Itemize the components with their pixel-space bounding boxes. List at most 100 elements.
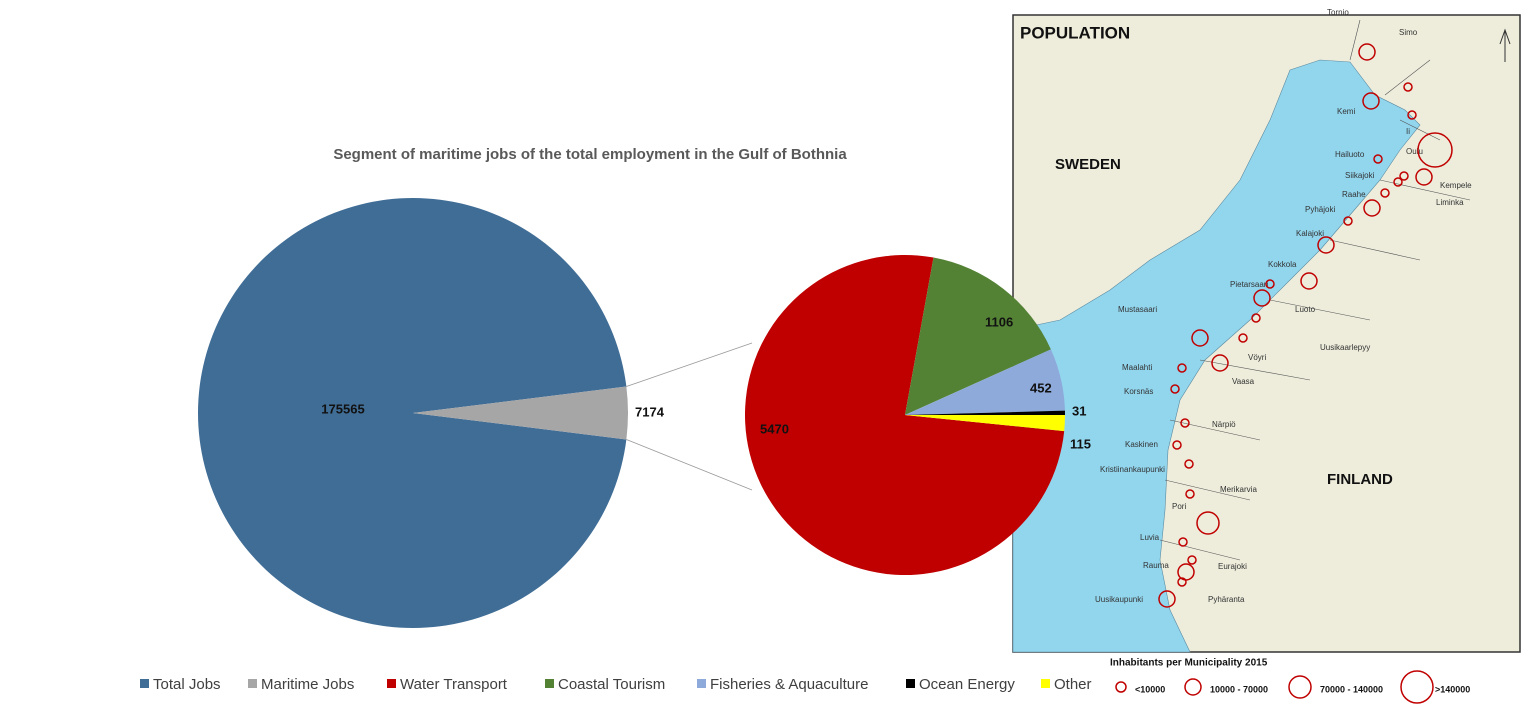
map-legend-label: 70000 - 140000 [1320,684,1383,694]
legend-label: Total Jobs [153,676,221,693]
place-label: Korsnäs [1124,387,1153,396]
map-legend-label: <10000 [1135,684,1165,694]
place-label: Kemi [1337,107,1355,116]
place-label: Pori [1172,502,1186,511]
place-label: Merikarvia [1220,485,1257,494]
place-label: Oulu [1406,147,1423,156]
place-label: Liminka [1436,198,1464,207]
population-circle [1415,168,1433,186]
data-label: 31 [1072,403,1086,418]
data-label: 115 [1070,436,1091,451]
population-circle [1177,577,1187,587]
population-circle [1403,82,1413,92]
place-label: Närpiö [1212,420,1236,429]
population-circle [1300,272,1318,290]
pie-slice [744,254,1065,575]
population-circle [1187,555,1197,565]
population-circle [1158,590,1176,608]
place-label: Kaskinen [1125,440,1158,449]
population-circle [1185,489,1195,499]
data-label: 5470 [760,421,789,436]
legend-circle [1288,675,1312,699]
map: POPULATION SWEDEN FINLAND Inhabitants pe… [1012,8,1521,704]
place-label: Tornio [1327,8,1349,17]
population-circle [1172,440,1182,450]
population-circle [1417,132,1453,168]
population-circle [1191,329,1209,347]
population-circle [1407,110,1417,120]
place-label: Luvia [1140,533,1160,542]
borders [1159,19,1471,561]
legend-label: Maritime Jobs [261,676,354,693]
legend-label: Ocean Energy [919,676,1015,693]
population-circle [1358,43,1376,61]
connector [626,342,753,387]
population-circle [1178,537,1188,547]
pie-slice [413,386,628,440]
place-label: Rauma [1143,561,1169,570]
legend-circle [1184,678,1202,696]
population-circle [1251,313,1261,323]
population-circle [1238,333,1248,343]
place-label: Kalajoki [1296,229,1324,238]
pie-slice [905,410,1065,415]
data-label: 452 [1030,380,1052,395]
sea [1012,59,1421,653]
place-label: Pyhäjoki [1305,205,1335,214]
population-circle [1177,363,1187,373]
population-circle [1265,279,1275,289]
legend-swatch [697,679,706,688]
population-circle [1399,171,1409,181]
map-title: POPULATION [1020,23,1130,42]
legend-swatch [545,679,554,688]
place-label: Luoto [1295,305,1316,314]
legend-swatch [387,679,396,688]
chart-title: Segment of maritime jobs of the total em… [333,146,847,163]
legend-label: Coastal Tourism [558,676,665,693]
population-circle [1380,188,1390,198]
pie-slice [198,197,627,628]
legend-label: Water Transport [400,676,508,693]
place-label: Raahe [1342,190,1366,199]
legend-circle [1400,670,1434,704]
place-label: Vöyri [1248,353,1266,362]
map-legend-label: >140000 [1435,684,1470,694]
population-circle [1196,511,1220,535]
legend-label: Other [1054,676,1092,693]
place-label: Simo [1399,28,1418,37]
legend-swatch [248,679,257,688]
population-circle [1180,418,1190,428]
place-label: Kristiinankaupunki [1100,465,1165,474]
population-circle [1317,236,1335,254]
population-circle [1393,177,1403,187]
population-circle [1373,154,1383,164]
place-label: Siikajoki [1345,171,1375,180]
map-legend-label: 10000 - 70000 [1210,684,1268,694]
place-label: Mustasaari [1118,305,1157,314]
legend-label: Fisheries & Aquaculture [710,676,868,693]
population-circle [1184,459,1194,469]
place-label: Ii [1406,127,1410,136]
place-label: Uusikaupunki [1095,595,1143,604]
pie-slice [905,415,1065,432]
data-label: 175565 [321,401,364,416]
legend-swatch [906,679,915,688]
legend-circle [1115,681,1127,693]
country-label: FINLAND [1327,471,1393,488]
place-label: Uusikaarlepyy [1320,343,1370,352]
pie-slice [905,257,1051,415]
population-circle [1343,216,1353,226]
country-label: SWEDEN [1055,156,1121,173]
pie-slice [905,349,1065,415]
place-label: Pyhäranta [1208,595,1245,604]
place-label: Hailuoto [1335,150,1365,159]
map-legend-title: Inhabitants per Municipality 2015 [1110,658,1268,669]
place-label: Pietarsaari [1230,280,1268,289]
place-label: Maalahti [1122,363,1152,372]
legend-swatch [1041,679,1050,688]
legend-swatch [140,679,149,688]
north-arrow [1499,28,1511,62]
place-label: Kempele [1440,181,1472,190]
data-label: 7174 [635,404,665,419]
